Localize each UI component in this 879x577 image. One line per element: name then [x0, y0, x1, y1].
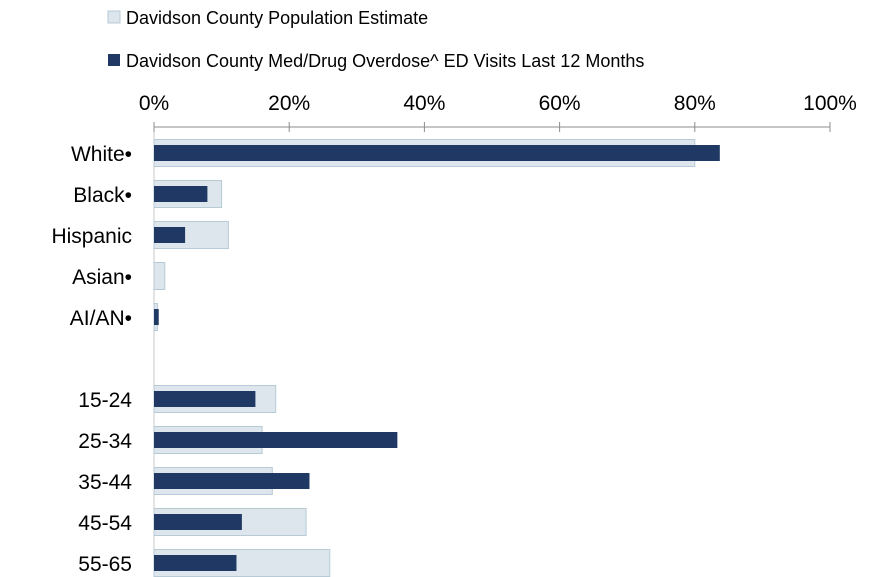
category-label: Hispanic [51, 225, 132, 248]
category-label: 55-65 [78, 553, 132, 576]
overdose-bar [154, 391, 256, 407]
x-tick-label: 60% [539, 92, 581, 115]
x-tick-label: 100% [803, 92, 857, 115]
population-bar [153, 262, 166, 290]
overdose-bar [154, 186, 208, 202]
category-label: 15-24 [78, 389, 132, 412]
legend: Davidson County Population Estimate Davi… [107, 8, 644, 71]
overdose-bar [154, 473, 310, 489]
overdose-bar [154, 309, 159, 325]
overdose-bar [154, 145, 720, 161]
category-label: Asian• [72, 266, 132, 289]
legend-label-overdose: Davidson County Med/Drug Overdose^ ED Vi… [126, 51, 644, 71]
overdose-bar [154, 432, 398, 448]
bars [153, 139, 720, 577]
category-label: 45-54 [78, 512, 132, 535]
legend-swatch-overdose [108, 54, 120, 66]
category-label: Black• [73, 184, 132, 207]
category-label: 25-34 [78, 430, 132, 453]
x-axis: 0% 20% 40% 60% 80% 100% [139, 92, 857, 577]
x-tick-label: 80% [674, 92, 716, 115]
overdose-bar [154, 514, 242, 530]
legend-swatch-population [107, 10, 121, 24]
category-label: White• [71, 143, 132, 166]
overdose-bar [154, 227, 186, 243]
category-labels: White• Black• Hispanic Asian• AI/AN• 15-24 25-… [51, 143, 132, 576]
x-tick-label: 0% [139, 92, 169, 115]
category-label: 35-44 [78, 471, 132, 494]
x-tick-label: 40% [403, 92, 445, 115]
category-label: AI/AN• [70, 307, 132, 330]
overdose-bar [154, 555, 237, 571]
x-tick-label: 20% [268, 92, 310, 115]
legend-label-population: Davidson County Population Estimate [126, 8, 428, 28]
